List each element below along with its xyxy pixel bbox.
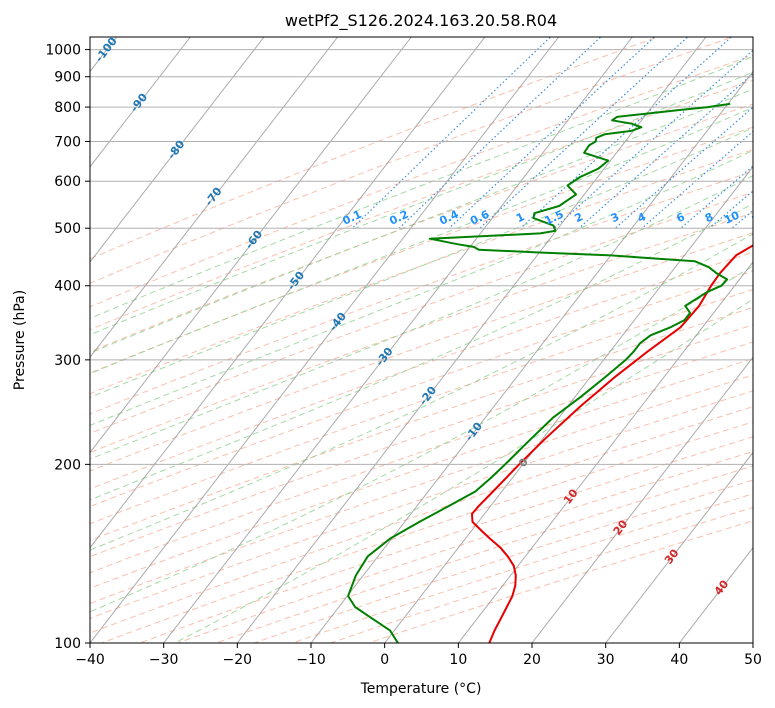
- x-tick-label: 10: [449, 652, 467, 668]
- y-tick-label: 800: [54, 100, 81, 116]
- mixing-ratio-line: [479, 37, 689, 229]
- x-axis: −40 −30 −20 −10 0 10 20 30 40 50: [75, 643, 762, 668]
- mixing-ratio-line: [641, 130, 753, 229]
- mixing-ratio-label: 10: [722, 208, 742, 226]
- dry-adiabat: [90, 37, 734, 284]
- isotherm-line: [605, 451, 753, 643]
- x-tick-label: −10: [296, 652, 326, 668]
- isotherm-line: [90, 37, 412, 454]
- moist-adiabat: [90, 233, 753, 551]
- y-tick-label: 300: [54, 353, 81, 369]
- y-tick-label: 600: [54, 174, 81, 190]
- dry-adiabat: [90, 390, 753, 619]
- dry-adiabat: [90, 374, 753, 605]
- x-tick-label: 20: [523, 652, 541, 668]
- dry-adiabat: [90, 103, 753, 353]
- y-tick-label: 400: [54, 279, 81, 295]
- temperature-profile-line: [471, 244, 753, 643]
- y-axis: 1000 900 800 700 600 500 400 300 200 100: [45, 43, 90, 652]
- dewpoint-profile-line: [347, 102, 731, 643]
- moist-adiabat: [90, 127, 753, 398]
- isotherm-line: [90, 37, 560, 643]
- x-tick-label: −40: [75, 652, 105, 668]
- x-tick-label: 0: [380, 652, 389, 668]
- dry-adiabat: [90, 191, 753, 434]
- x-tick-label: 30: [597, 652, 615, 668]
- isotherm-line: [90, 37, 265, 263]
- isotherm-line: [457, 261, 753, 643]
- mixing-ratio-line: [553, 49, 753, 229]
- isotherm-line: [310, 70, 753, 643]
- isotherm-line: [531, 356, 753, 643]
- x-tick-label: −30: [149, 652, 179, 668]
- dry-adiabat: [90, 79, 753, 331]
- moist-adiabat: [90, 175, 753, 460]
- x-tick-label: −20: [223, 652, 253, 668]
- dry-adiabat: [90, 306, 753, 541]
- y-axis-label: Pressure (hPa): [12, 290, 28, 390]
- y-tick-label: 1000: [45, 43, 81, 59]
- series-lines: [347, 102, 753, 643]
- isotherm-line: [90, 37, 191, 168]
- isotherm-line: [163, 37, 633, 643]
- isotherm-line: [236, 37, 707, 643]
- isotherm-line: [90, 37, 486, 549]
- x-tick-label: 40: [670, 652, 688, 668]
- mixing-ratio-label: 13: [749, 209, 768, 227]
- plot-frame: [89, 36, 754, 644]
- moist-adiabat: [90, 106, 753, 375]
- chart-title: wetPf2_S126.2024.163.20.58.R04: [285, 11, 557, 31]
- y-tick-label: 200: [54, 457, 81, 473]
- mixing-ratio-line: [448, 37, 656, 229]
- dry-adiabat: [90, 212, 753, 454]
- y-tick-label: 700: [54, 134, 81, 150]
- dry-adiabat: [90, 251, 753, 490]
- x-axis-label: Temperature (°C): [360, 681, 482, 697]
- dry-adiabat: [90, 288, 753, 525]
- y-tick-label: 500: [54, 221, 81, 237]
- grid-lines: [90, 37, 753, 643]
- y-tick-label: 100: [54, 636, 81, 652]
- moist-adiabat: [90, 149, 753, 426]
- isotherm-line: [90, 37, 339, 359]
- isotherm-line: [384, 165, 753, 643]
- mixing-ratio-line: [614, 106, 753, 229]
- x-tick-label: 50: [744, 652, 762, 668]
- y-tick-label: 900: [54, 70, 81, 86]
